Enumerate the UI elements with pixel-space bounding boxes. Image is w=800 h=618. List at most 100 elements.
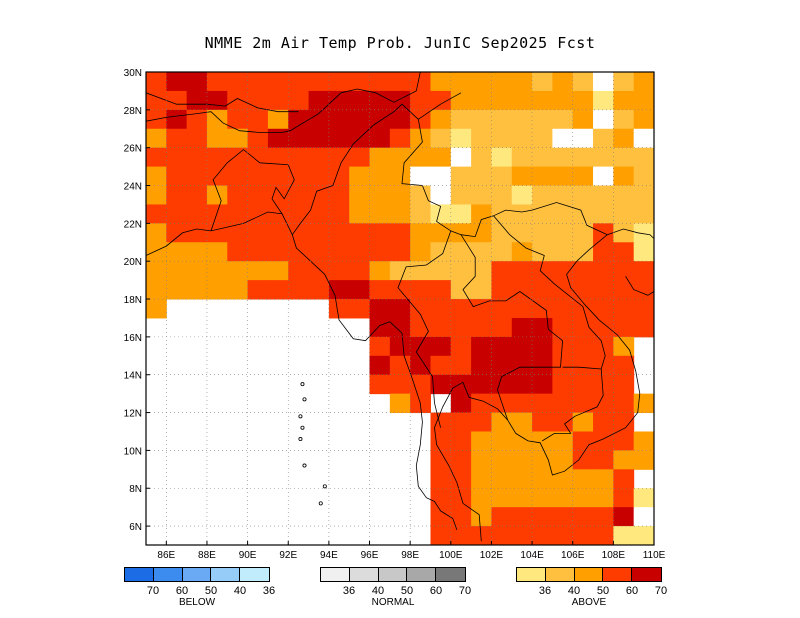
probability-cell — [471, 507, 492, 527]
island-mark — [300, 382, 305, 387]
probability-cell — [389, 317, 411, 338]
probability-cell — [674, 167, 695, 186]
map-title: NMME 2m Air Temp Prob. JunIC Sep2025 Fcs… — [204, 34, 596, 52]
probability-cell — [410, 355, 431, 376]
probability-cell — [247, 128, 269, 149]
probability-cell — [267, 128, 289, 149]
probability-cell — [186, 223, 208, 243]
probability-cell — [471, 280, 492, 300]
legend-normal-swatch — [407, 568, 437, 581]
probability-cell — [593, 185, 614, 205]
probability-cell — [613, 90, 635, 111]
probability-cell — [593, 72, 614, 92]
probability-cell — [227, 72, 249, 92]
probability-cell — [430, 374, 452, 395]
coastline-segment — [460, 234, 564, 421]
probability-cell — [288, 280, 310, 300]
probability-cell — [267, 280, 289, 300]
probability-cell — [450, 431, 472, 451]
probability-cell — [430, 412, 452, 432]
probability-cell — [654, 167, 675, 186]
probability-cell — [288, 128, 310, 149]
probability-cell — [572, 242, 594, 262]
probability-cell — [186, 72, 208, 92]
probability-cell — [593, 204, 614, 224]
probability-cell — [471, 223, 492, 243]
probability-cell — [430, 488, 452, 508]
probability-cell — [471, 393, 492, 414]
probability-cell — [613, 185, 635, 205]
probability-cell — [511, 242, 533, 262]
probability-cell — [267, 185, 289, 205]
probability-cell — [674, 204, 695, 223]
probability-cell — [410, 374, 431, 395]
probability-cell — [633, 109, 654, 130]
lat-tick-label: 26N — [124, 144, 142, 155]
probability-cell — [410, 242, 431, 262]
probability-cell — [146, 261, 167, 281]
probability-cell — [328, 147, 350, 168]
probability-cell — [572, 317, 594, 338]
probability-cell — [511, 166, 533, 187]
probability-cell — [654, 110, 675, 129]
probability-cell — [389, 166, 411, 187]
coastline-segment — [146, 211, 458, 531]
probability-cell — [552, 488, 574, 508]
probability-cell — [552, 355, 574, 376]
probability-cell — [450, 412, 472, 432]
probability-cell — [186, 261, 208, 281]
probability-cell — [491, 280, 513, 300]
probability-cell — [450, 242, 472, 262]
probability-cell — [552, 469, 574, 489]
probability-cell — [491, 450, 513, 470]
probability-cell — [511, 507, 533, 527]
probability-cell — [227, 128, 249, 149]
probability-cell — [369, 185, 391, 205]
probability-cell — [328, 185, 350, 205]
legend-below-swatches — [124, 567, 270, 582]
probability-cell — [288, 242, 310, 262]
probability-cell — [613, 507, 635, 527]
probability-cell — [491, 488, 513, 508]
probability-cell — [613, 488, 635, 508]
lon-tick-label: 110E — [643, 550, 666, 561]
probability-cell — [186, 166, 208, 187]
lon-tick-label: 108E — [602, 550, 626, 561]
probability-cell — [471, 336, 492, 357]
probability-cell — [328, 261, 350, 281]
island-mark — [298, 414, 303, 419]
legend-below-swatch — [240, 568, 269, 581]
probability-cell — [166, 242, 188, 262]
probability-cell — [532, 261, 553, 281]
probability-cell — [633, 507, 654, 527]
legend-above-swatch — [632, 568, 661, 581]
probability-cell — [613, 336, 635, 357]
probability-cell — [471, 185, 492, 205]
island-mark — [302, 463, 307, 468]
probability-cell — [532, 185, 553, 205]
probability-cell — [532, 166, 553, 187]
legend-above-swatch — [603, 568, 633, 581]
legend-normal: 36 40 50 60 70 NORMAL — [320, 567, 471, 608]
probability-cell — [369, 336, 391, 357]
probability-cell — [532, 299, 553, 319]
probability-cell — [654, 299, 675, 318]
probability-cell — [410, 204, 431, 224]
probability-cell — [572, 526, 594, 545]
probability-cell — [613, 242, 635, 262]
probability-cell — [613, 317, 635, 338]
probability-cell — [613, 355, 635, 376]
probability-cell — [369, 261, 391, 281]
probability-cell — [308, 185, 330, 205]
probability-cell — [572, 393, 594, 414]
probability-cell — [267, 90, 289, 111]
legend-above-tick: 40 — [567, 585, 581, 597]
probability-cell — [532, 147, 553, 168]
legend-below: 70 60 50 40 36 BELOW — [124, 567, 275, 608]
probability-cell — [288, 109, 310, 130]
probability-cell — [471, 317, 492, 338]
probability-cell — [593, 488, 614, 508]
probability-cell — [146, 280, 167, 300]
probability-cell — [369, 317, 391, 338]
probability-cell — [146, 299, 167, 319]
